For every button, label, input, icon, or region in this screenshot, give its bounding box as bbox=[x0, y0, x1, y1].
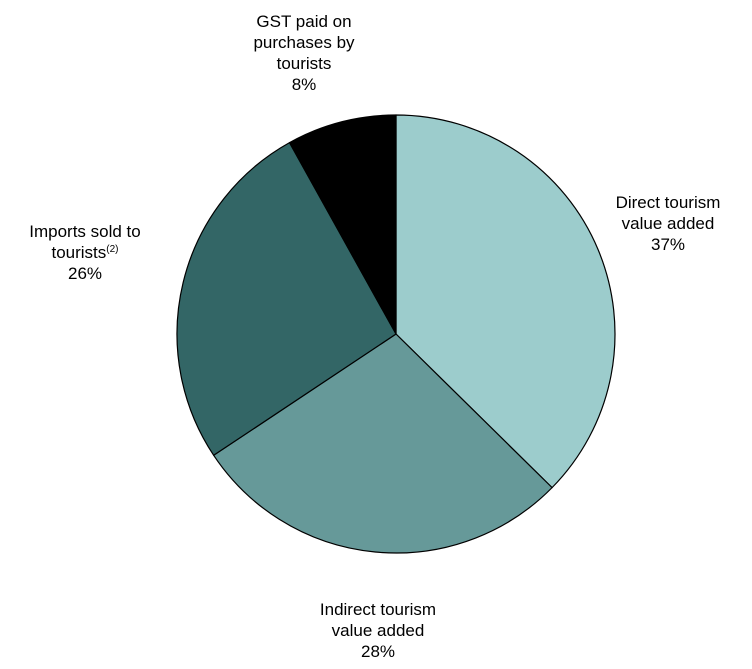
label-direct-tourism: Direct tourism value added 37% bbox=[583, 192, 752, 255]
label-line: Indirect tourism bbox=[319, 600, 437, 619]
value-label: 26% bbox=[67, 264, 103, 283]
value-label: 8% bbox=[291, 75, 317, 94]
label-line: tourists bbox=[276, 54, 332, 73]
label-line: value added bbox=[621, 214, 715, 233]
label-imports-sold: Imports sold to tourists(2) 26% bbox=[0, 221, 170, 284]
label-line: Imports sold to bbox=[29, 222, 141, 241]
pie-slice-1 bbox=[213, 333, 553, 554]
label-line: GST paid on bbox=[256, 12, 352, 31]
pie-slice-3 bbox=[288, 114, 397, 335]
pie-slice-2 bbox=[176, 142, 397, 456]
label-line: value added bbox=[331, 621, 425, 640]
label-line: tourists(2) bbox=[0, 242, 170, 263]
footnote-marker: (2) bbox=[106, 244, 119, 255]
value-label: 28% bbox=[360, 642, 396, 661]
label-text: tourists bbox=[51, 243, 107, 262]
label-indirect-tourism: Indirect tourism value added 28% bbox=[293, 599, 463, 662]
label-line: purchases by bbox=[253, 33, 355, 52]
label-line: Direct tourism bbox=[615, 193, 721, 212]
pie-slice-0 bbox=[395, 114, 616, 489]
label-gst-paid: GST paid on purchases by tourists 8% bbox=[219, 11, 389, 95]
value-label: 37% bbox=[650, 235, 686, 254]
